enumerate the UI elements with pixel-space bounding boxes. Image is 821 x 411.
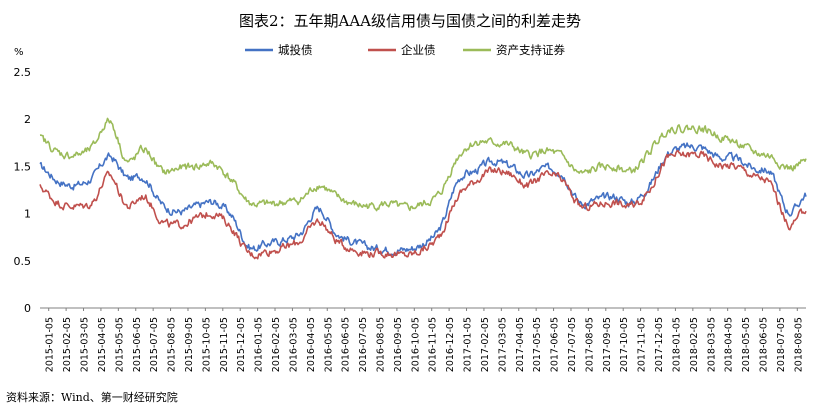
x-tick-label: 2015-09-05	[184, 317, 195, 372]
source-note: 资料来源：Wind、第一财经研究院	[6, 390, 178, 404]
x-tick-label: 2018-03-05	[706, 317, 717, 372]
x-tick-label: 2017-09-05	[602, 317, 613, 372]
x-tick-label: 2017-08-05	[584, 317, 595, 372]
x-tick-label: 2016-02-05	[271, 317, 282, 372]
x-tick-label: 2015-01-05	[45, 317, 56, 372]
x-tick-label: 2015-07-05	[149, 317, 160, 372]
series-line-1	[39, 149, 807, 260]
x-tick-label: 2016-01-05	[254, 317, 265, 372]
x-tick-label: 2018-04-05	[724, 317, 735, 372]
legend-label-1: 企业债	[401, 43, 436, 57]
x-tick-label: 2015-06-05	[132, 317, 143, 372]
x-tick-label: 2016-05-05	[323, 317, 334, 372]
x-tick-label: 2016-12-05	[445, 317, 456, 372]
x-tick-label: 2016-04-05	[306, 317, 317, 372]
legend: 城投债 企业债 资产支持证券	[245, 43, 565, 57]
x-tick-label: 2017-12-05	[654, 317, 665, 372]
x-tick-label: 2016-09-05	[393, 317, 404, 372]
x-tick-label: 2015-10-05	[201, 317, 212, 372]
x-tick-label: 2015-12-05	[236, 317, 247, 372]
x-tick-label: 2017-01-05	[463, 317, 474, 372]
x-tick-label: 2016-11-05	[428, 317, 439, 372]
x-tick-label: 2017-11-05	[637, 317, 648, 372]
x-tick-label: 2017-10-05	[619, 317, 630, 372]
x-tick-label: 2016-07-05	[358, 317, 369, 372]
y-axis-unit-label: %	[14, 47, 24, 58]
y-tick-label: 2.5	[14, 66, 32, 79]
x-tick-label: 2018-07-05	[776, 317, 787, 372]
x-tick-label: 2016-10-05	[410, 317, 421, 372]
x-tick-label: 2018-08-05	[793, 317, 804, 372]
x-tick-label: 2018-01-05	[671, 317, 682, 372]
x-tick-label: 2015-04-05	[97, 317, 108, 372]
y-tick-label: 2	[24, 113, 31, 126]
x-tick-label: 2015-03-05	[80, 317, 91, 372]
y-tick-label: 0.5	[14, 255, 32, 268]
y-tick-label: 1.5	[14, 160, 32, 173]
x-tick-label: 2016-06-05	[341, 317, 352, 372]
x-tick-label: 2018-05-05	[741, 317, 752, 372]
x-tick-label: 2015-08-05	[167, 317, 178, 372]
legend-label-2: 资产支持证券	[496, 43, 565, 57]
y-axis: 0 0.5 1 1.5 2 2.5	[14, 66, 32, 315]
series-lines	[39, 117, 807, 260]
x-tick-label: 2017-04-05	[515, 317, 526, 372]
x-tick-label: 2017-02-05	[480, 317, 491, 372]
x-tick-label: 2015-11-05	[219, 317, 230, 372]
x-tick-label: 2016-08-05	[375, 317, 386, 372]
legend-label-0: 城投债	[278, 43, 313, 57]
x-tick-label: 2017-07-05	[567, 317, 578, 372]
x-tick-label: 2015-02-05	[62, 317, 73, 372]
x-axis: 2015-01-05 2015-02-05 2015-03-05 2015-04-05…	[45, 308, 804, 372]
y-tick-label: 0	[24, 302, 31, 315]
y-tick-label: 1	[24, 208, 31, 221]
x-tick-label: 2016-03-05	[288, 317, 299, 372]
series-line-2	[39, 117, 807, 212]
chart-title: 图表2：五年期AAA级信用债与国债之间的利差走势	[239, 12, 581, 30]
x-tick-label: 2018-06-05	[758, 317, 769, 372]
x-tick-label: 2018-02-05	[689, 317, 700, 372]
x-tick-label: 2017-03-05	[497, 317, 508, 372]
x-tick-label: 2017-05-05	[532, 317, 543, 372]
series-line-0	[39, 142, 807, 256]
x-tick-label: 2017-06-05	[550, 317, 561, 372]
x-tick-label: 2015-05-05	[114, 317, 125, 372]
